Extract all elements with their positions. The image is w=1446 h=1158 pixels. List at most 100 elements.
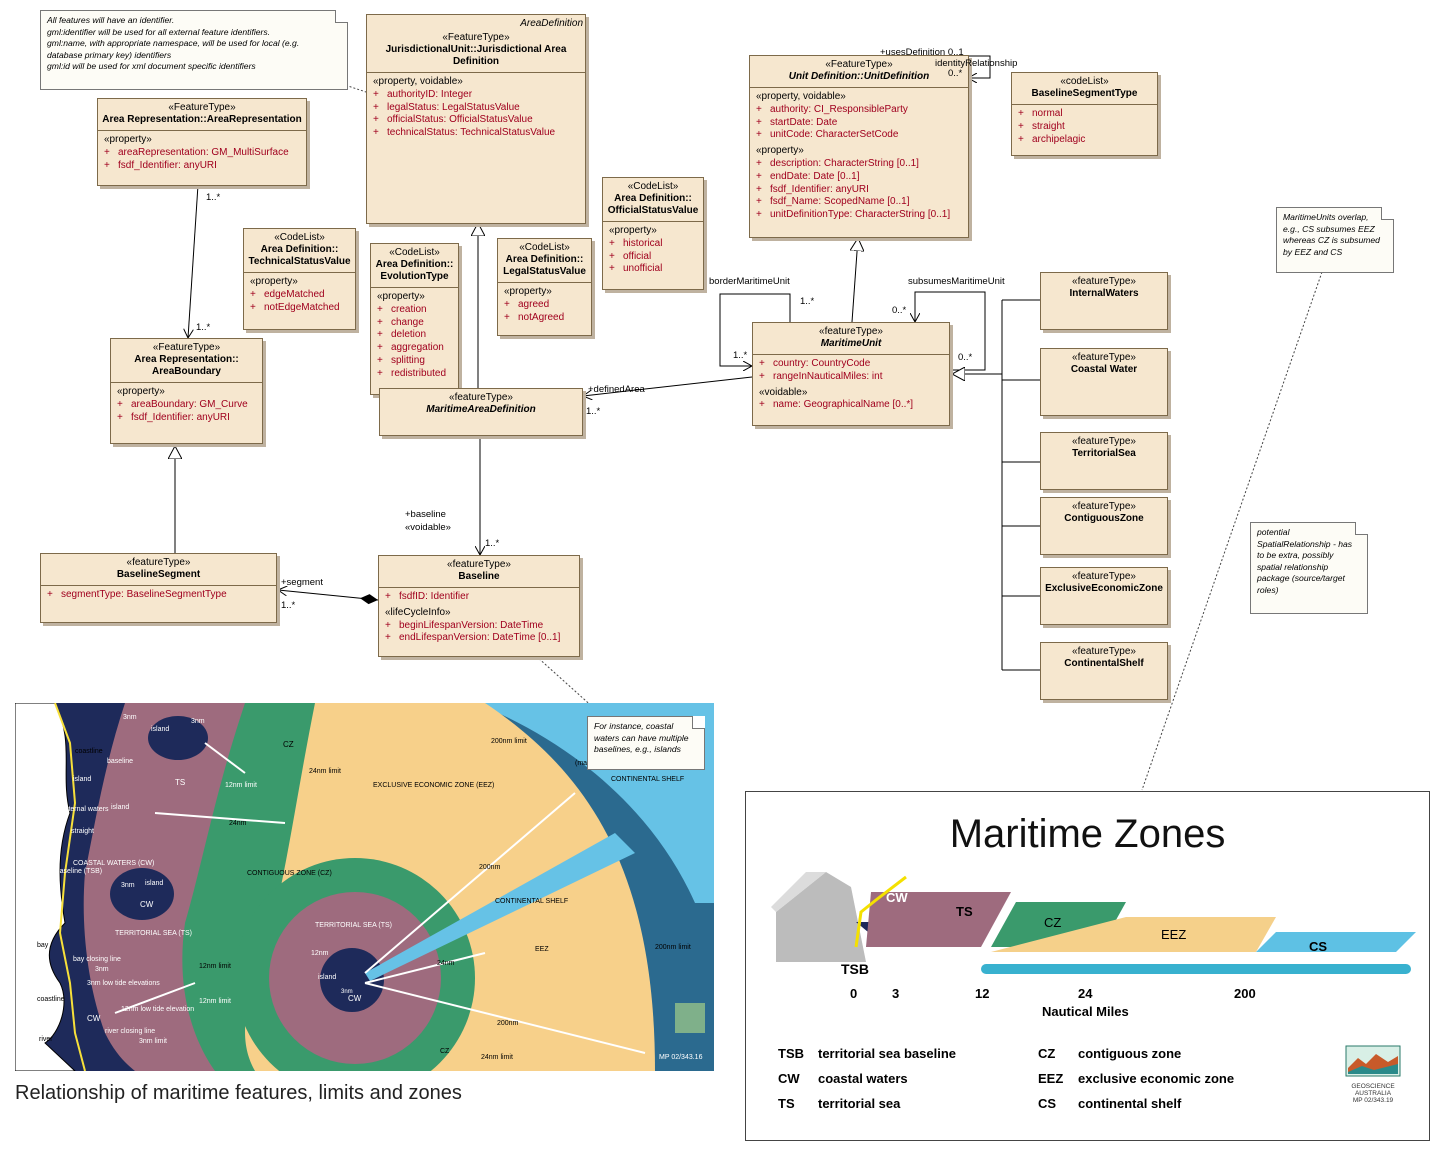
legend-text: coastal waters [818, 1071, 908, 1086]
visibility-marker: + [609, 263, 615, 275]
class-name: JurisdictionalUnit::Jurisdictional Area [385, 44, 567, 55]
class-attribute: + historical [609, 238, 697, 251]
map-label-baseline-top: baseline [107, 758, 133, 765]
class-maritime-area-definition[interactable]: «featureType» MaritimeAreaDefinition [379, 388, 583, 436]
map-island [110, 868, 174, 920]
class-name: MaritimeAreaDefinition [426, 404, 536, 415]
zone-cs [1256, 932, 1416, 952]
map-coast [15, 703, 76, 1071]
class-stereotype: «FeatureType» [168, 102, 236, 113]
class-name: Baseline [458, 571, 500, 582]
attribute-text: areaRepresentation: GM_MultiSurface [118, 146, 289, 158]
class-internal-waters[interactable]: «featureType» InternalWaters [1040, 272, 1168, 330]
visibility-marker: + [117, 411, 123, 423]
multiplicity-label: 0..* [958, 352, 973, 363]
class-official-status-value[interactable]: «CodeList» Area Definition:: OfficialStatu… [602, 177, 704, 290]
map-island-cw [320, 948, 384, 1012]
class-name: Area Definition:: [505, 254, 584, 265]
class-baseline-segment[interactable]: «featureType» BaselineSegment + segmentType… [40, 553, 277, 623]
class-area-representation[interactable]: «FeatureType» Area Representation::AreaRe… [97, 98, 307, 186]
visibility-marker: + [609, 250, 615, 262]
attribute-text: normal [1032, 108, 1063, 119]
role-label-borders: borderMaritimeUnit [709, 276, 790, 287]
legend-abbr: TSB [778, 1046, 804, 1061]
class-name: Coastal Water [1070, 364, 1138, 375]
class-attribute: + fsdfID: Identifier [385, 591, 573, 604]
class-attribute: + aggregation [377, 342, 452, 355]
class-attribute: + splitting [377, 355, 452, 368]
maritime-zones-panel: Maritime Zones CW TS CZ EEZ CS TSB 0 3 1… [745, 791, 1430, 1141]
zone-label-cw: CW [886, 890, 908, 905]
attribute-text: legalStatus: LegalStatusValue [387, 101, 520, 113]
note-line: package (source/target [1257, 573, 1345, 584]
map-label-cw: CW [140, 900, 154, 909]
note-fold [1381, 207, 1394, 220]
note-fold [692, 716, 705, 729]
class-territorial-sea[interactable]: «featureType» TerritorialSea [1040, 432, 1168, 490]
section-stereotype: «property» [117, 386, 165, 397]
class-maritime-unit[interactable]: «featureType» MaritimeUnit + country: Count… [752, 322, 950, 426]
class-area-boundary[interactable]: «FeatureType» Area Representation:: AreaBo… [110, 338, 263, 444]
visibility-marker: + [373, 114, 379, 126]
class-technical-status-value[interactable]: «CodeList» Area Definition:: TechnicalStat… [243, 228, 356, 330]
map-label-island-d: island [73, 776, 91, 783]
legend-item: TSB territorial sea baseline [778, 1046, 956, 1061]
attribute-text: endDate: Date [0..1] [770, 170, 860, 182]
class-section: «property» + description: CharacterString … [750, 142, 968, 222]
class-unit-definition[interactable]: «FeatureType» Unit Definition::UnitDefini… [749, 55, 969, 238]
section-stereotype: «property» [609, 225, 657, 236]
class-attribute: + areaBoundary: GM_Curve [117, 399, 256, 412]
association-line [583, 376, 753, 396]
note-line: potential [1257, 527, 1290, 537]
attribute-text: deletion [391, 329, 427, 341]
map-label-low-tide-12: 12nm low tide elevation [121, 1006, 194, 1013]
map-label-straight: straight [71, 828, 94, 835]
map-label-cz-bottom: CZ [440, 1048, 450, 1055]
class-attribute: + straight [1018, 121, 1151, 134]
map-label-ts-left: TERRITORIAL SEA (TS) [115, 930, 192, 937]
class-header: AreaDefinition «FeatureType» Jurisdictiona… [367, 15, 585, 73]
class-baseline-segment-type[interactable]: «codeList» BaselineSegmentType + normal + str… [1011, 72, 1158, 156]
class-name: LegalStatusValue [503, 266, 586, 277]
zone-label-cs: CS [1309, 939, 1327, 954]
class-coastal-water[interactable]: «featureType» Coastal Water [1040, 348, 1168, 416]
visibility-marker: + [377, 329, 383, 341]
class-attribute: + endDate: Date [0..1] [756, 171, 962, 184]
class-section: «property» + areaRepresentation: GM_MultiS… [98, 131, 306, 172]
map-label-nm24-right: 24nm [437, 960, 455, 967]
class-jurisdictional-area-definition[interactable]: AreaDefinition «FeatureType» Jurisdictiona… [366, 14, 586, 224]
class-exclusive-economic-zone[interactable]: «featureType» ExclusiveEconomicZone [1040, 567, 1168, 625]
class-baseline[interactable]: «featureType» Baseline + fsdfID: Identifier… [378, 555, 580, 657]
zones-code: MP 02/343.19 [1352, 1097, 1394, 1104]
class-attribute: + official [609, 251, 697, 264]
map-label-nm24-left: 24nm [229, 820, 247, 827]
class-stereotype: «codeList» [1060, 76, 1109, 87]
class-attribute: + segmentType: BaselineSegmentType [47, 589, 270, 602]
visibility-marker: + [377, 316, 383, 328]
visibility-marker: + [504, 311, 510, 323]
class-evolution-type[interactable]: «CodeList» Area Definition:: EvolutionType… [370, 243, 459, 395]
map-label-3nm-c: 3nm [121, 882, 135, 889]
visibility-marker: + [373, 101, 379, 113]
legend-item: TS territorial sea [778, 1096, 900, 1111]
zones-axis-label: Nautical Miles [1042, 1004, 1129, 1019]
class-legal-status-value[interactable]: «CodeList» Area Definition:: LegalStatusVa… [497, 238, 592, 336]
class-section: «property, voidable» + authority: CI_Respo… [750, 88, 968, 142]
attribute-text: creation [391, 303, 427, 315]
class-name: Area Definition:: [375, 259, 454, 270]
class-stereotype: «featureType» [1072, 276, 1136, 287]
map-label-island-a: island [145, 880, 163, 887]
legend-abbr: CW [778, 1071, 800, 1086]
generalization-line [852, 238, 858, 323]
class-continental-shelf[interactable]: «featureType» ContinentalShelf [1040, 642, 1168, 700]
note-line: All features will have an identifier. [47, 15, 175, 25]
class-attribute: + startDate: Date [756, 117, 962, 130]
zone-label-cz: CZ [1044, 915, 1061, 930]
map-label-3nm-b: 3nm [191, 718, 205, 725]
class-attribute: + unofficial [609, 263, 697, 276]
class-contiguous-zone[interactable]: «featureType» ContiguousZone [1040, 497, 1168, 555]
attribute-text: endLifespanVersion: DateTime [0..1] [399, 632, 561, 644]
coastal-waters-note: For instance, coastal waters can have mu… [587, 716, 705, 770]
class-header: «featureType» ExclusiveEconomicZone [1041, 568, 1167, 599]
role-label-uses-definition: +usesDefinition 0..1 [880, 47, 964, 58]
